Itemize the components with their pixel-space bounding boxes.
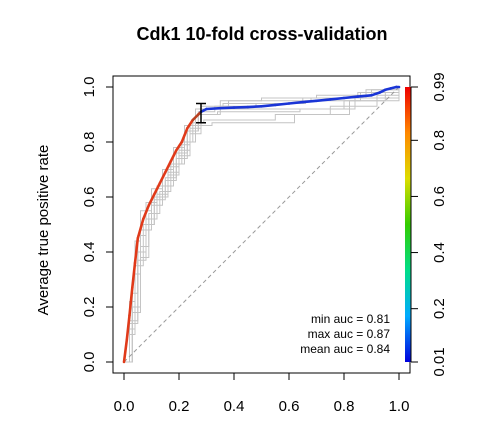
y-axis-title: Average true positive rate	[35, 145, 52, 316]
x-tick-label: 0.6	[279, 398, 300, 415]
y-axis: 0.0 0.2 0.4 0.6 0.8 1.0	[81, 77, 114, 373]
roc-segment	[164, 160, 173, 174]
roc-segment	[370, 91, 382, 97]
roc-segment	[205, 106, 222, 111]
colorbar-axis: 0.01 0.2 0.4 0.6 0.8 0.99	[410, 72, 448, 377]
colorbar-tick-label: 0.2	[431, 298, 448, 319]
annotation-min-auc: min auc = 0.81	[311, 312, 390, 326]
roc-segment	[180, 127, 189, 144]
colorbar-tick-label: 0.8	[431, 130, 448, 151]
y-tick-label: 0.0	[81, 352, 98, 373]
y-tick-label: 1.0	[81, 77, 98, 98]
roc-segment	[186, 118, 195, 130]
y-tick-label: 0.4	[81, 242, 98, 263]
annotation-mean-auc: mean auc = 0.84	[300, 342, 390, 356]
roc-segment	[158, 171, 167, 185]
roc-segment	[232, 105, 250, 109]
colorbar-tick-label: 0.4	[431, 242, 448, 263]
roc-segment	[147, 193, 156, 207]
colorbar-tick-label: 0.99	[431, 72, 448, 101]
roc-segment	[131, 261, 137, 290]
roc-series	[122, 85, 401, 364]
colorbar-tick-label: 0.6	[431, 186, 448, 207]
roc-segment	[128, 286, 134, 317]
roc-segment	[142, 204, 151, 221]
y-tick-label: 0.8	[81, 132, 98, 153]
roc-segment	[219, 106, 236, 110]
roc-segment	[153, 182, 162, 196]
chart-title: Cdk1 10-fold cross-validation	[136, 24, 387, 44]
x-tick-label: 0.4	[224, 398, 245, 415]
x-tick-label: 0.0	[114, 398, 135, 415]
roc-segment	[273, 102, 291, 107]
roc-segment	[246, 105, 263, 109]
roc-segment	[122, 338, 129, 364]
x-tick-label: 0.2	[169, 398, 190, 415]
roc-segment	[133, 237, 140, 265]
diagonal-reference-line	[123, 86, 400, 363]
annotation-max-auc: max auc = 0.87	[308, 327, 391, 341]
roc-segment	[287, 100, 305, 105]
y-tick-label: 0.6	[81, 187, 98, 208]
roc-segment	[315, 98, 332, 103]
fold-curve-8	[124, 87, 400, 363]
error-bar	[196, 102, 206, 124]
roc-segment	[328, 96, 346, 101]
roc-segment	[136, 217, 145, 240]
roc-segment	[175, 140, 184, 152]
roc-segment	[356, 94, 373, 98]
roc-segment	[260, 103, 277, 108]
colorbar	[405, 87, 411, 362]
y-tick-label: 0.2	[81, 297, 98, 318]
colorbar-tick-label: 0.01	[431, 347, 448, 376]
roc-segment	[301, 99, 318, 104]
roc-segment	[125, 313, 131, 342]
x-axis: 0.0 0.2 0.4 0.6 0.8 1.0	[114, 372, 410, 415]
roc-segment	[169, 149, 178, 163]
roc-segment	[342, 95, 360, 100]
x-tick-label: 0.8	[334, 398, 355, 415]
x-tick-label: 1.0	[389, 398, 410, 415]
